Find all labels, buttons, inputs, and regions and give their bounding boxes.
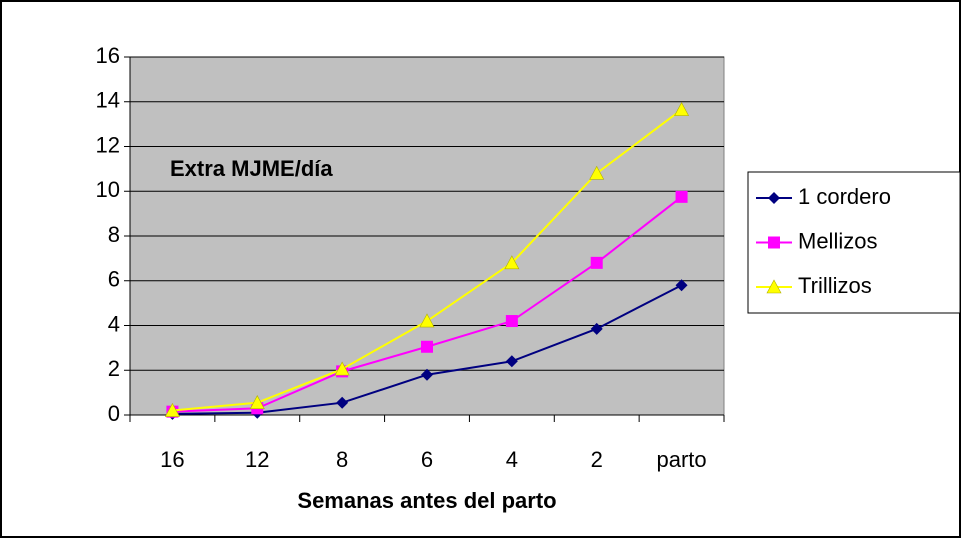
- marker: [421, 340, 433, 353]
- annotation: Extra MJME/día: [170, 156, 333, 181]
- marker: [504, 255, 520, 270]
- y-tick-label: 4: [108, 311, 120, 336]
- y-tick-label: 0: [108, 401, 120, 426]
- marker: [249, 395, 265, 409]
- legend-label: Mellizos: [798, 228, 877, 253]
- y-tick-label: 6: [108, 267, 120, 292]
- y-tick-label: 10: [96, 177, 120, 202]
- marker: [505, 355, 518, 368]
- x-tick-label: 16: [160, 447, 184, 472]
- x-tick-label: 2: [591, 447, 603, 472]
- marker: [164, 402, 180, 417]
- marker: [334, 361, 350, 376]
- marker: [505, 315, 518, 328]
- marker: [421, 368, 433, 381]
- marker: [419, 313, 435, 328]
- marker: [675, 190, 688, 203]
- x-tick-label: 12: [245, 447, 269, 472]
- x-tick-label: 8: [336, 447, 348, 472]
- marker: [590, 322, 603, 335]
- marker: [589, 165, 605, 180]
- marker: [590, 256, 603, 269]
- y-tick-label: 14: [96, 88, 120, 113]
- y-tick-label: 8: [108, 222, 120, 247]
- legend-marker: [766, 279, 782, 294]
- x-tick-label: 4: [506, 447, 518, 472]
- y-tick-label: 12: [96, 132, 120, 157]
- x-tick-label: parto: [656, 447, 706, 472]
- x-tick-label: 6: [421, 447, 433, 472]
- x-axis-title: Semanas antes del parto: [297, 488, 556, 513]
- marker: [674, 101, 690, 116]
- legend-label: Trillizos: [798, 273, 872, 298]
- marker: [675, 279, 688, 292]
- marker: [336, 396, 349, 409]
- legend-marker: [768, 236, 780, 249]
- legend-marker: [768, 192, 780, 204]
- legend-label: 1 cordero: [798, 184, 891, 209]
- y-tick-label: 2: [108, 356, 120, 381]
- y-tick-label: 16: [96, 43, 120, 68]
